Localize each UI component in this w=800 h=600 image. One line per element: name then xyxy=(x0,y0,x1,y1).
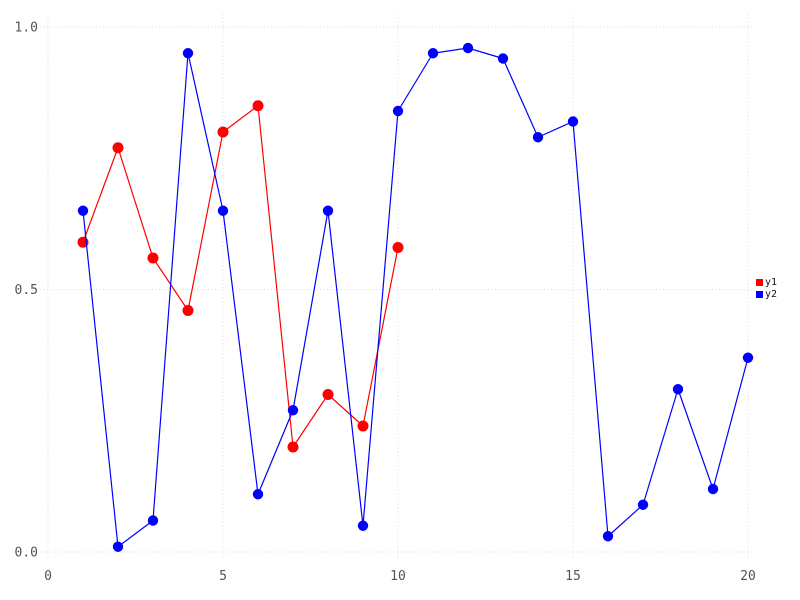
data-point-y2 xyxy=(147,515,159,526)
data-point-y2 xyxy=(182,48,194,59)
legend-item-y2: y2 xyxy=(756,289,777,300)
x-tick-label: 10 xyxy=(390,569,406,584)
x-tick-label: 15 xyxy=(565,569,581,584)
data-point-y1 xyxy=(357,420,369,432)
data-point-y2 xyxy=(672,384,684,395)
data-point-y2 xyxy=(532,132,544,143)
x-tick-label: 20 xyxy=(740,569,756,584)
y-tick-label: 0.0 xyxy=(15,546,38,561)
data-point-y1 xyxy=(147,252,159,264)
data-point-y2 xyxy=(602,531,614,542)
series-line-y2 xyxy=(82,47,749,548)
data-point-y2 xyxy=(322,205,334,216)
data-point-y2 xyxy=(707,483,719,495)
chart-legend: y1 y2 xyxy=(756,277,777,300)
x-tick-label: 5 xyxy=(219,569,227,584)
legend-swatch-y2-icon xyxy=(756,291,763,298)
data-point-y2 xyxy=(252,489,264,500)
data-point-y1 xyxy=(217,126,229,138)
data-point-y1 xyxy=(287,441,299,453)
x-tick-label: 0 xyxy=(44,569,52,584)
legend-label-y1: y1 xyxy=(765,277,778,288)
data-point-y1 xyxy=(182,305,194,316)
data-point-y2 xyxy=(217,205,229,216)
legend-label-y2: y2 xyxy=(765,289,778,300)
data-point-y1 xyxy=(392,242,404,253)
data-point-y1 xyxy=(322,389,334,400)
data-point-y2 xyxy=(497,53,509,64)
legend-item-y1: y1 xyxy=(756,277,777,288)
y-tick-label: 0.5 xyxy=(15,283,38,298)
data-point-y1 xyxy=(112,142,124,154)
legend-swatch-y1-icon xyxy=(756,279,763,286)
data-point-y2 xyxy=(392,105,404,117)
data-point-y2 xyxy=(427,48,439,59)
series-line-y1 xyxy=(82,105,399,448)
data-point-y2 xyxy=(287,405,299,416)
y-tick-label: 1.0 xyxy=(15,21,38,36)
data-point-y2 xyxy=(357,520,369,531)
data-point-y2 xyxy=(742,352,754,363)
data-point-y2 xyxy=(77,205,89,216)
data-point-y1 xyxy=(252,100,264,112)
data-point-y2 xyxy=(637,499,649,510)
data-point-y2 xyxy=(567,116,579,127)
data-point-y2 xyxy=(462,42,474,54)
data-point-y2 xyxy=(112,541,124,552)
